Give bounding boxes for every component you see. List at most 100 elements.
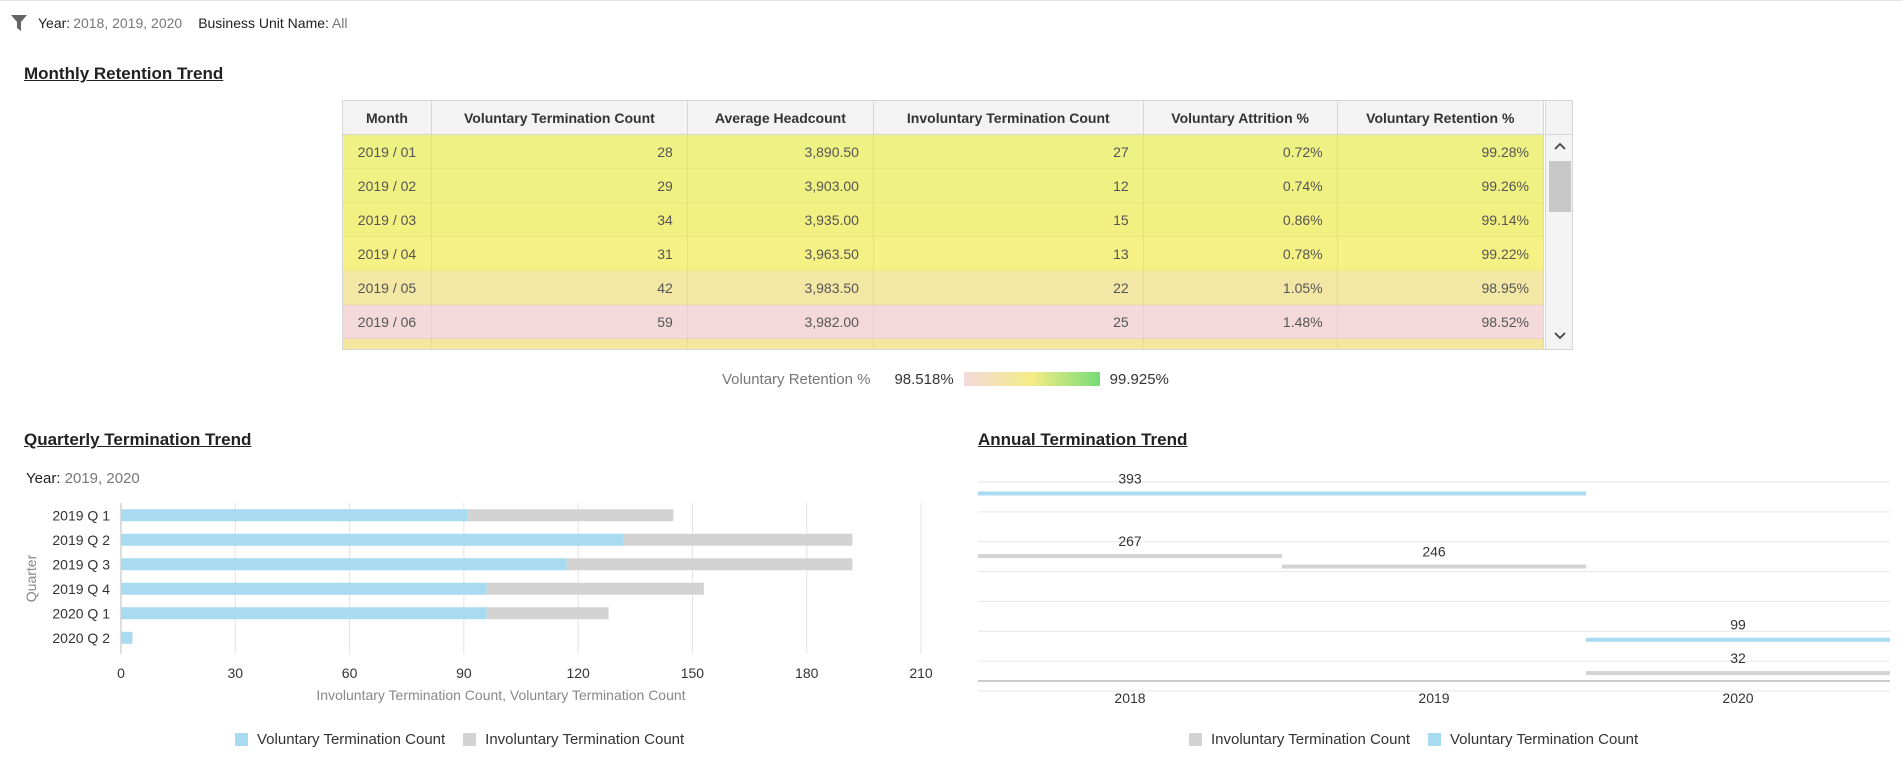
cell-voluntary-attrition: [1143, 338, 1338, 349]
step-voluntary: [1282, 491, 1586, 496]
table-row[interactable]: [343, 338, 1545, 349]
data-label: 99: [1730, 617, 1746, 633]
filter-business-unit-value: All: [331, 15, 348, 31]
cell-average-headcount: 3,983.50: [687, 270, 874, 305]
legend-item-voluntary[interactable]: Voluntary Termination Count: [235, 731, 445, 748]
monthly-retention-table[interactable]: Month Voluntary Termination Count Averag…: [342, 100, 1573, 350]
cell-voluntary-termination-count: 28: [431, 134, 688, 169]
x-tick-label: 150: [681, 665, 705, 681]
legend-item-involuntary[interactable]: Involuntary Termination Count: [1189, 731, 1410, 748]
color-legend-gradient: [963, 372, 1100, 386]
annual-termination-chart[interactable]: 2018 2019 2020 267 246 32 393 99: [970, 460, 1900, 715]
cell-voluntary-termination-count: 42: [431, 270, 688, 305]
table-row[interactable]: 2019 / 04 31 3,963.50 13 0.78% 99.22%: [343, 236, 1545, 271]
col-voluntary-termination-count[interactable]: Voluntary Termination Count: [431, 101, 688, 135]
col-involuntary-termination-count[interactable]: Involuntary Termination Count: [873, 101, 1144, 135]
chevron-up-icon[interactable]: [1546, 137, 1572, 155]
col-month[interactable]: Month: [343, 101, 432, 135]
x-tick-label: 210: [909, 665, 933, 681]
x-tick-label: 2020: [1722, 690, 1753, 706]
step-involuntary: [1282, 564, 1586, 569]
y-axis-title: Quarter: [23, 554, 39, 602]
filter-business-unit-label: Business Unit Name:: [198, 15, 329, 31]
bar-voluntary: [121, 631, 133, 644]
x-tick-label: 30: [227, 665, 243, 681]
cell-month: 2019 / 04: [343, 236, 432, 271]
scrollbar-header: [1546, 101, 1572, 135]
color-legend-max: 99.925%: [1109, 370, 1169, 388]
legend-label-voluntary: Voluntary Termination Count: [1450, 731, 1639, 748]
cell-voluntary-retention: 98.95%: [1337, 270, 1545, 305]
x-tick-label: 60: [342, 665, 358, 681]
filter-business-unit[interactable]: Business Unit Name: All: [198, 15, 347, 31]
cell-voluntary-retention: 99.26%: [1337, 168, 1545, 203]
table-row[interactable]: 2019 / 06 59 3,982.00 25 1.48% 98.52%: [343, 304, 1545, 339]
cell-involuntary-termination-count: 13: [873, 236, 1144, 271]
y-tick-label: 2019 Q 4: [52, 581, 110, 597]
cell-voluntary-attrition: 0.86%: [1143, 202, 1338, 237]
monthly-retention-title: Monthly Retention Trend: [24, 64, 224, 83]
cell-average-headcount: 3,935.00: [687, 202, 874, 237]
table-row[interactable]: 2019 / 03 34 3,935.00 15 0.86% 99.14%: [343, 202, 1545, 237]
table-header-row: Month Voluntary Termination Count Averag…: [343, 101, 1545, 135]
filter-icon[interactable]: [10, 13, 28, 33]
cell-average-headcount: 3,890.50: [687, 134, 874, 169]
scrollbar-thumb[interactable]: [1549, 161, 1571, 212]
cell-voluntary-retention: 99.28%: [1337, 134, 1545, 169]
filter-year[interactable]: Year: 2018, 2019, 2020: [38, 15, 182, 31]
col-voluntary-attrition[interactable]: Voluntary Attrition %: [1143, 101, 1338, 135]
data-label: 246: [1422, 544, 1446, 560]
legend-item-involuntary[interactable]: Involuntary Termination Count: [463, 731, 684, 748]
table-row[interactable]: 2019 / 02 29 3,903.00 12 0.74% 99.26%: [343, 168, 1545, 203]
cell-voluntary-attrition: 0.74%: [1143, 168, 1338, 203]
y-tick-label: 2019 Q 2: [52, 532, 110, 548]
table-row[interactable]: 2019 / 01 28 3,890.50 27 0.72% 99.28%: [343, 134, 1545, 169]
data-label: 393: [1118, 470, 1142, 486]
y-tick-label: 2019 Q 3: [52, 556, 110, 572]
x-tick-label: 0: [117, 665, 125, 681]
y-tick-label: 2020 Q 2: [52, 630, 110, 646]
cell-voluntary-attrition: 1.48%: [1143, 304, 1338, 339]
cell-voluntary-attrition: 1.05%: [1143, 270, 1338, 305]
quarterly-termination-chart[interactable]: 0 30 60 90 120 150 180 210 2019 Q 1 2019 Q 2 2019 …: [0, 495, 950, 715]
legend-item-voluntary[interactable]: Voluntary Termination Count: [1428, 731, 1638, 748]
table-scrollbar[interactable]: [1545, 101, 1572, 349]
color-legend-min: 98.518%: [894, 370, 954, 388]
cell-voluntary-termination-count: 59: [431, 304, 688, 339]
top-divider: [0, 0, 1903, 1]
quarterly-subtitle: Year: 2019, 2020: [26, 470, 140, 487]
cell-month: 2019 / 03: [343, 202, 432, 237]
cell-month: 2019 / 05: [343, 270, 432, 305]
filter-bar[interactable]: Year: 2018, 2019, 2020 Business Unit Name…: [10, 12, 363, 34]
bar-involuntary: [623, 533, 853, 546]
annual-legend[interactable]: Involuntary Termination Count Voluntary …: [1189, 731, 1656, 748]
color-legend-label: Voluntary Retention %: [722, 370, 871, 388]
step-voluntary: [1586, 637, 1890, 642]
bar-involuntary: [566, 558, 853, 571]
table-row[interactable]: 2019 / 05 42 3,983.50 22 1.05% 98.95%: [343, 270, 1545, 305]
legend-label-involuntary: Involuntary Termination Count: [485, 731, 685, 748]
x-tick-label: 180: [795, 665, 819, 681]
cell-voluntary-attrition: 0.78%: [1143, 236, 1338, 271]
cell-involuntary-termination-count: 25: [873, 304, 1144, 339]
cell-voluntary-termination-count: 29: [431, 168, 688, 203]
cell-involuntary-termination-count: 15: [873, 202, 1144, 237]
cell-voluntary-termination-count: 34: [431, 202, 688, 237]
cell-voluntary-termination-count: 31: [431, 236, 688, 271]
quarterly-termination-title: Quarterly Termination Trend: [24, 430, 252, 449]
step-involuntary: [1586, 671, 1890, 676]
x-tick-label: 90: [456, 665, 472, 681]
quarterly-subtitle-label: Year:: [26, 470, 61, 487]
cell-average-headcount: 3,963.50: [687, 236, 874, 271]
cell-month: [343, 338, 432, 349]
cell-voluntary-termination-count: [431, 338, 688, 349]
col-voluntary-retention[interactable]: Voluntary Retention %: [1337, 101, 1545, 135]
quarterly-legend[interactable]: Voluntary Termination Count Involuntary …: [235, 731, 702, 748]
bar-voluntary: [121, 607, 487, 620]
chevron-down-icon[interactable]: [1546, 327, 1572, 345]
legend-swatch-voluntary: [235, 733, 248, 746]
bar-voluntary: [121, 558, 567, 571]
bar-involuntary: [486, 607, 609, 620]
bar-voluntary: [121, 582, 487, 595]
col-average-headcount[interactable]: Average Headcount: [687, 101, 874, 135]
